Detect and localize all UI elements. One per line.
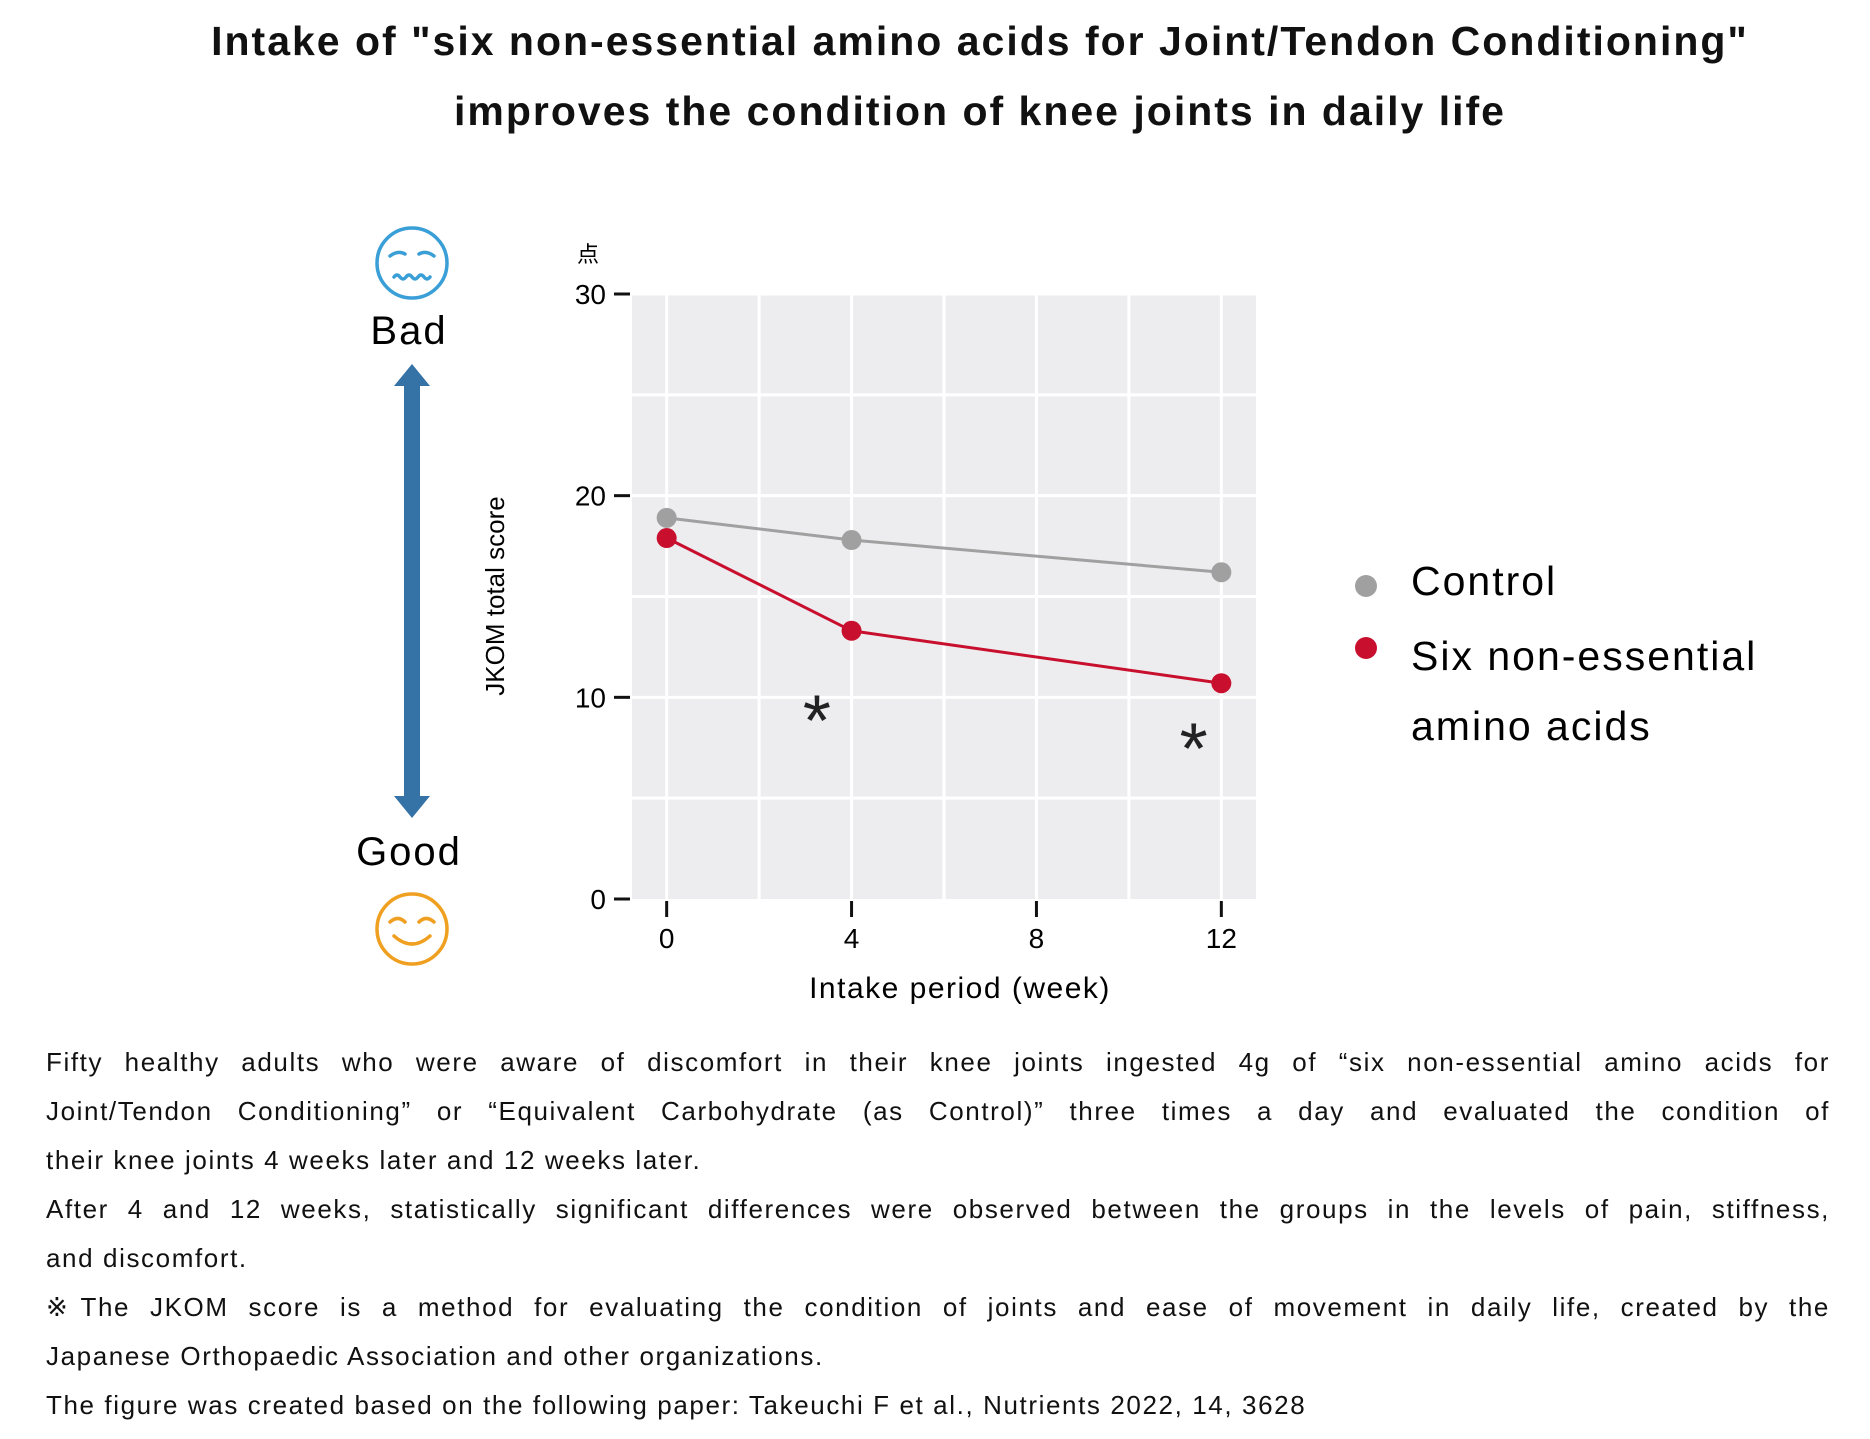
significance-asterisk: * [1180,710,1208,790]
legend-marker-control [1355,575,1377,597]
legend-marker-six [1355,637,1377,659]
legend: Control Six non-essential amino acids [1355,558,1757,749]
y-tick-label: 10 [575,682,606,713]
legend-label-six-line-1: Six non-essential [1411,633,1757,679]
data-point-series-1 [656,528,677,549]
description-line: Fifty healthy adults who were aware of d… [46,1047,1830,1077]
data-point-series-1 [1211,673,1232,694]
x-tick-label: 8 [1029,923,1045,954]
legend-label-six-line-2: amino acids [1411,703,1652,749]
significance-asterisk: * [803,681,831,761]
description-line: The figure was created based on the foll… [46,1390,1307,1420]
good-label: Good [356,830,462,874]
description-line: After 4 and 12 weeks, statistically sign… [46,1194,1830,1224]
description-line: and discomfort. [46,1243,248,1273]
data-point-series-1 [841,620,862,641]
bad-good-arrow [394,364,430,818]
bad-label: Bad [370,309,447,353]
chart-title-line-1: Intake of "six non-essential amino acids… [211,18,1749,64]
data-point-series-0 [656,507,677,528]
chart-title-line-2: improves the condition of knee joints in… [454,88,1506,134]
description-line: Japanese Orthopaedic Association and oth… [46,1341,824,1371]
worried-face-icon [375,226,449,300]
description-line: their knee joints 4 weeks later and 12 w… [46,1145,702,1175]
smiling-face-icon [375,892,449,966]
legend-label-control: Control [1411,558,1557,604]
x-tick-label: 0 [659,923,675,954]
y-tick-label: 0 [590,884,606,915]
x-axis-label: Intake period (week) [809,972,1111,1005]
description: Fifty healthy adults who were aware of d… [46,1038,1830,1430]
chart: Bad Good 0 10 20 30 0 4 8 12 * * 点 JKOM total sc… [356,226,1757,1005]
x-tick-label: 12 [1206,923,1237,954]
x-tick-label: 4 [844,923,860,954]
y-tick-label: 20 [575,481,606,512]
description-line: ※The JKOM score is a method for evaluati… [46,1292,1830,1322]
y-axis-unit: 点 [577,242,599,267]
data-point-series-0 [841,530,862,551]
y-tick-label: 30 [575,279,606,310]
data-point-series-0 [1211,562,1232,583]
y-axis-label: JKOM total score [480,496,510,695]
description-line: Joint/Tendon Conditioning” or “Equivalen… [46,1096,1830,1126]
